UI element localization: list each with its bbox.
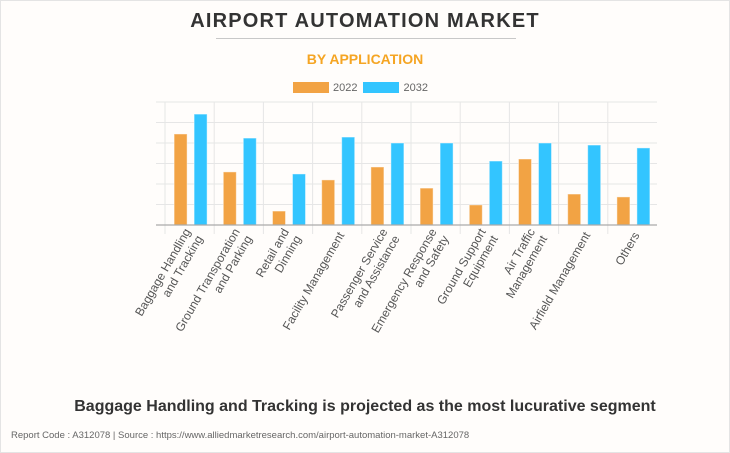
legend-item-2022[interactable]: 2022 bbox=[293, 82, 357, 94]
legend-label-2022: 2022 bbox=[333, 81, 358, 94]
legend-item-2032[interactable]: 2032 bbox=[363, 81, 428, 94]
bar-2022[interactable] bbox=[222, 171, 237, 226]
bar-2022[interactable] bbox=[419, 187, 434, 226]
x-tick-label: Others bbox=[612, 230, 642, 268]
bar-2032[interactable] bbox=[292, 173, 306, 226]
bar-2032[interactable] bbox=[538, 142, 552, 226]
bar-2022[interactable] bbox=[567, 193, 582, 226]
bar-2032[interactable] bbox=[636, 147, 651, 226]
bar-2032[interactable] bbox=[488, 160, 503, 226]
grid-lines bbox=[156, 101, 657, 234]
bar-2032[interactable] bbox=[439, 142, 454, 226]
bar-2032[interactable] bbox=[341, 136, 356, 226]
chart-subtitle: BY APPLICATION bbox=[306, 51, 424, 67]
bar-2032[interactable] bbox=[390, 142, 405, 226]
bar-2022[interactable] bbox=[272, 210, 286, 226]
legend-label-2032: 2032 bbox=[403, 81, 428, 94]
bar-2032[interactable] bbox=[193, 113, 208, 226]
bar-2022[interactable] bbox=[616, 196, 631, 226]
x-tick-label-line: Others bbox=[612, 230, 642, 268]
chart-headline: Baggage Handling and Tracking is project… bbox=[74, 398, 656, 415]
chart-title: AIRPORT AUTOMATION MARKET bbox=[190, 10, 540, 32]
bar-2022[interactable] bbox=[518, 158, 532, 226]
bar-2022[interactable] bbox=[173, 133, 188, 226]
bar-2032[interactable] bbox=[242, 137, 257, 226]
legend-swatch-2022 bbox=[293, 82, 329, 93]
bar-2032[interactable] bbox=[587, 144, 602, 226]
bar-2022[interactable] bbox=[370, 166, 385, 226]
legend-swatch-2032 bbox=[363, 82, 400, 93]
title-divider bbox=[216, 38, 516, 39]
report-source-footer: Report Code : A312078 | Source : https:/… bbox=[11, 430, 470, 441]
bar-2022[interactable] bbox=[321, 179, 336, 226]
bars bbox=[173, 113, 651, 226]
legend: 2022 2032 bbox=[293, 81, 434, 94]
bar-2022[interactable] bbox=[468, 204, 483, 226]
